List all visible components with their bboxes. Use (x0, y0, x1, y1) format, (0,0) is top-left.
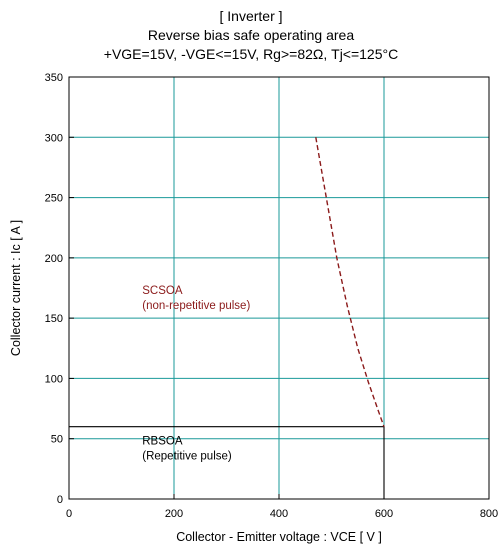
y-axis-label: Collector current : Ic [ A ] (9, 220, 23, 356)
annotation-scsoa-line-1: SCSOA (142, 285, 183, 297)
series-lines (69, 137, 385, 499)
chart-title-line-2: Reverse bias safe operating area (147, 27, 355, 43)
tick-marks (68, 76, 490, 500)
y-tick-label: 50 (51, 434, 63, 446)
x-tick-label: 0 (66, 508, 72, 520)
y-tick-label: 200 (45, 253, 63, 265)
chart-title-line-3: +VGE=15V, -VGE<=15V, Rg>=82Ω, Tj<=125°C (103, 46, 399, 62)
grid-lines (69, 77, 489, 499)
series-line-scsoa (315, 137, 385, 427)
y-tick-label: 0 (57, 494, 63, 506)
x-tick-label: 400 (270, 508, 288, 520)
x-axis-label: Collector - Emitter voltage : VCE [ V ] (176, 530, 382, 544)
x-tick-label: 200 (165, 508, 183, 520)
y-tick-label: 250 (45, 193, 63, 205)
annotation-rbsoa-line-1: RBSOA (142, 436, 183, 448)
y-tick-label: 300 (45, 132, 63, 144)
series-line-rbsoa (69, 426, 385, 499)
y-tick-label: 150 (45, 313, 63, 325)
chart-title-line-1: [ Inverter ] (219, 8, 283, 24)
annotation-scsoa-line-2: (non-repetitive pulse) (142, 300, 250, 312)
x-tick-label: 600 (375, 508, 393, 520)
tick-labels: 0 200 400 600 800 0 50 100 150 200 250 300 350 (45, 72, 499, 520)
x-tick-label: 800 (480, 508, 498, 520)
y-tick-label: 100 (45, 373, 63, 385)
annotations: SCSOA (non-repetitive pulse) RBSOA (Repetit… (142, 285, 250, 463)
annotation-rbsoa-line-2: (Repetitive pulse) (142, 451, 232, 463)
y-tick-label: 350 (45, 72, 63, 84)
